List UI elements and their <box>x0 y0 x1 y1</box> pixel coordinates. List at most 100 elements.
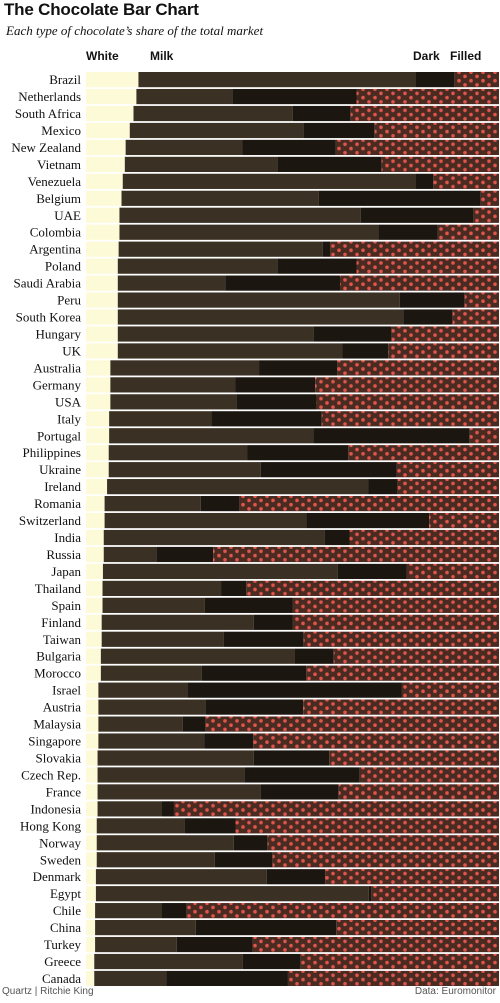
bar-row: Russia <box>46 546 499 563</box>
country-label: Chile <box>53 903 81 918</box>
bar-row: Germany <box>33 377 499 393</box>
bar-segment-filled <box>374 122 499 139</box>
bar-segment-milk <box>102 597 205 613</box>
bar-segment-dark <box>188 682 402 698</box>
bar-segment-white <box>86 224 120 240</box>
bar-segment-filled <box>252 936 499 953</box>
bar-segment-milk <box>97 767 245 783</box>
bar-segment-dark <box>201 665 307 681</box>
bar-segment-white <box>86 512 105 529</box>
bar-segment-dark <box>294 648 334 664</box>
bar-row: China <box>50 920 499 936</box>
bar-segment-dark <box>214 852 273 868</box>
country-label: Spain <box>51 598 81 613</box>
bar-segment-white <box>86 546 104 563</box>
bar-segment-milk <box>96 835 234 851</box>
bar-row: Malaysia <box>33 716 499 732</box>
bar-segment-dark <box>247 445 349 461</box>
bar-segment-milk <box>102 580 222 596</box>
bar-row: Ireland <box>44 479 499 495</box>
bar-segment-white <box>86 173 123 189</box>
bar-segment-dark <box>182 716 206 732</box>
bar-segment-milk <box>95 903 162 919</box>
bar-segment-filled <box>213 546 499 563</box>
bar-segment-white <box>86 445 109 461</box>
bar-row: South Africa <box>15 105 499 122</box>
bar-segment-milk <box>117 309 404 325</box>
bar-row: New Zealand <box>11 139 500 156</box>
bar-segment-white <box>86 699 99 715</box>
bar-segment-dark <box>244 767 360 783</box>
bar-segment-white <box>86 258 118 274</box>
bar-segment-white <box>86 818 97 834</box>
bar-segment-dark <box>260 784 339 800</box>
bar-row: UK <box>62 343 499 359</box>
bar-segment-filled <box>321 411 499 427</box>
country-label: UAE <box>54 208 81 223</box>
bar-segment-milk <box>122 173 416 189</box>
bar-segment-white <box>86 784 98 800</box>
country-label: Portugal <box>37 428 81 443</box>
bar-row: Colombia <box>30 224 499 240</box>
credit-text: Quartz | Ritchie King <box>2 986 94 997</box>
bar-row: Venezuela <box>28 173 499 189</box>
bar-segment-dark <box>200 496 240 512</box>
bar-segment-dark <box>166 970 288 986</box>
country-label: Russia <box>46 547 81 562</box>
bar-row: Italy <box>57 411 499 427</box>
country-label: Austria <box>43 700 82 715</box>
bar-segment-filled <box>473 207 499 223</box>
country-label: Japan <box>51 564 81 579</box>
bar-segment-filled <box>292 614 499 630</box>
legend-label-white: White <box>86 49 119 63</box>
country-label: Hong Kong <box>20 818 82 833</box>
bar-segment-milk <box>101 614 254 630</box>
bar-segment-white <box>86 801 98 817</box>
bar-segment-white <box>86 852 97 868</box>
bar-segment-milk <box>103 529 325 546</box>
country-label: Canada <box>42 971 81 986</box>
bar-row: Morocco <box>34 665 499 681</box>
bar-segment-milk <box>121 190 319 206</box>
bar-segment-dark <box>195 920 337 936</box>
bar-segment-filled <box>336 920 499 936</box>
bar-segment-dark <box>378 224 438 240</box>
bar-segment-milk <box>110 360 260 376</box>
bar-row: Singapore <box>28 733 499 749</box>
bar-segment-milk <box>95 936 177 953</box>
bar-segment-milk <box>129 122 304 139</box>
bar-segment-dark <box>184 818 236 834</box>
bar-segment-dark <box>205 699 304 715</box>
bar-row: Israel <box>52 682 499 698</box>
bar-segment-dark <box>236 394 317 410</box>
country-label: Peru <box>57 293 81 308</box>
bar-row: Poland <box>45 258 499 274</box>
bar-segment-white <box>86 970 95 986</box>
bar-segment-milk <box>98 733 205 749</box>
bar-segment-white <box>86 462 109 478</box>
bar-segment-milk <box>96 852 215 868</box>
bar-segment-dark <box>403 309 453 325</box>
legend-label-milk: Milk <box>150 49 174 63</box>
bar-segment-filled <box>359 767 499 783</box>
country-label: Ireland <box>44 479 81 494</box>
chart-title: The Chocolate Bar Chart <box>4 0 199 19</box>
bar-segment-milk <box>118 241 323 257</box>
country-label: Morocco <box>34 666 81 681</box>
bar-segment-filled <box>337 360 499 376</box>
bar-segment-filled <box>406 563 499 580</box>
bar-segment-filled <box>253 733 499 749</box>
country-label: Bulgaria <box>36 649 81 664</box>
bar-segment-filled <box>350 105 499 122</box>
bar-segment-white <box>86 529 104 546</box>
bar-segment-dark <box>415 173 434 189</box>
country-label: Thailand <box>35 581 82 596</box>
bar-segment-milk <box>124 156 278 172</box>
bar-segment-white <box>86 72 139 88</box>
bar-segment-filled <box>333 648 499 664</box>
country-label: Singapore <box>28 734 81 749</box>
bar-segment-filled <box>316 394 499 410</box>
country-label: Norway <box>39 835 81 850</box>
country-label: Ukraine <box>39 462 81 477</box>
bar-segment-milk <box>110 377 236 393</box>
